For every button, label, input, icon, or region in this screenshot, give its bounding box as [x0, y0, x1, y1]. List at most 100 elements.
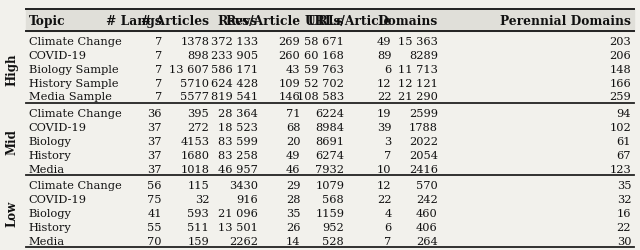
Text: 55: 55 — [147, 222, 162, 232]
Text: 13 607: 13 607 — [170, 64, 209, 74]
Text: 28: 28 — [286, 194, 300, 204]
Text: 242: 242 — [416, 194, 438, 204]
Text: 68: 68 — [286, 122, 300, 132]
Text: History Sample: History Sample — [29, 78, 118, 88]
Text: 12: 12 — [377, 180, 392, 190]
Text: 22: 22 — [377, 92, 392, 102]
Text: 75: 75 — [147, 194, 162, 204]
Text: 19: 19 — [377, 108, 392, 118]
Text: 49: 49 — [286, 150, 300, 160]
Text: Topic: Topic — [29, 14, 65, 28]
Text: 60 168: 60 168 — [304, 50, 344, 60]
Text: 49: 49 — [377, 37, 392, 47]
Text: 819 541: 819 541 — [211, 92, 258, 102]
Text: 37: 37 — [147, 150, 162, 160]
Text: 13 501: 13 501 — [218, 222, 258, 232]
Text: 35: 35 — [617, 180, 631, 190]
Text: 460: 460 — [416, 208, 438, 218]
Text: 1018: 1018 — [180, 164, 209, 174]
Text: 7: 7 — [154, 92, 162, 102]
Text: 4: 4 — [385, 208, 392, 218]
Text: 7: 7 — [154, 50, 162, 60]
Text: 11 713: 11 713 — [398, 64, 438, 74]
Text: 2262: 2262 — [229, 236, 258, 246]
Text: 203: 203 — [609, 37, 631, 47]
Text: 6: 6 — [385, 222, 392, 232]
Text: 372 133: 372 133 — [211, 37, 258, 47]
Text: 83 599: 83 599 — [218, 136, 258, 146]
Text: Perennial Domains: Perennial Domains — [500, 14, 631, 28]
Text: 12 121: 12 121 — [398, 78, 438, 88]
Text: 7: 7 — [154, 37, 162, 47]
Text: 898: 898 — [188, 50, 209, 60]
Text: 115: 115 — [188, 180, 209, 190]
Text: 123: 123 — [609, 164, 631, 174]
Text: Climate Change: Climate Change — [29, 180, 122, 190]
Text: 406: 406 — [416, 222, 438, 232]
Text: 46: 46 — [286, 164, 300, 174]
Text: 260: 260 — [278, 50, 300, 60]
Text: 56: 56 — [147, 180, 162, 190]
Text: 29: 29 — [286, 180, 300, 190]
Text: 35: 35 — [286, 208, 300, 218]
Text: Climate Change: Climate Change — [29, 37, 122, 47]
Text: Biology Sample: Biology Sample — [29, 64, 118, 74]
Text: COVID-19: COVID-19 — [29, 194, 86, 204]
Text: 5710: 5710 — [180, 78, 209, 88]
Text: 21 096: 21 096 — [218, 208, 258, 218]
Text: 952: 952 — [323, 222, 344, 232]
Text: 37: 37 — [147, 136, 162, 146]
Text: 916: 916 — [236, 194, 258, 204]
Text: 7: 7 — [385, 150, 392, 160]
Text: URLs: URLs — [308, 14, 344, 28]
Text: 28 364: 28 364 — [218, 108, 258, 118]
Text: 1680: 1680 — [180, 150, 209, 160]
Text: 511: 511 — [188, 222, 209, 232]
Text: 146: 146 — [278, 92, 300, 102]
Text: 568: 568 — [323, 194, 344, 204]
Text: 32: 32 — [617, 194, 631, 204]
Text: 89: 89 — [377, 50, 392, 60]
Text: 272: 272 — [188, 122, 209, 132]
Text: 52 702: 52 702 — [304, 78, 344, 88]
Text: 37: 37 — [147, 164, 162, 174]
Text: 3430: 3430 — [229, 180, 258, 190]
Text: 32: 32 — [195, 194, 209, 204]
Bar — [26, 10, 634, 32]
Text: 46 957: 46 957 — [218, 164, 258, 174]
Text: Revs/Article: Revs/Article — [218, 14, 300, 28]
Text: 21 290: 21 290 — [398, 92, 438, 102]
Text: 59 763: 59 763 — [304, 64, 344, 74]
Text: 264: 264 — [416, 236, 438, 246]
Text: Biology: Biology — [29, 136, 72, 146]
Text: 148: 148 — [609, 64, 631, 74]
Text: 58 671: 58 671 — [304, 37, 344, 47]
Text: 8691: 8691 — [315, 136, 344, 146]
Text: 26: 26 — [286, 222, 300, 232]
Text: 1788: 1788 — [409, 122, 438, 132]
Text: 1079: 1079 — [315, 180, 344, 190]
Text: 37: 37 — [147, 122, 162, 132]
Text: 8984: 8984 — [315, 122, 344, 132]
Text: 39: 39 — [377, 122, 392, 132]
Text: 586 171: 586 171 — [211, 64, 258, 74]
Text: 43: 43 — [286, 64, 300, 74]
Text: 395: 395 — [188, 108, 209, 118]
Text: 6274: 6274 — [315, 150, 344, 160]
Text: 10: 10 — [377, 164, 392, 174]
Text: 2022: 2022 — [409, 136, 438, 146]
Text: Biology: Biology — [29, 208, 72, 218]
Text: 259: 259 — [609, 92, 631, 102]
Text: 1159: 1159 — [315, 208, 344, 218]
Text: 18 523: 18 523 — [218, 122, 258, 132]
Text: 8289: 8289 — [409, 50, 438, 60]
Text: 108 583: 108 583 — [297, 92, 344, 102]
Text: # Langs: # Langs — [106, 14, 162, 28]
Text: 2054: 2054 — [409, 150, 438, 160]
Text: 22: 22 — [617, 222, 631, 232]
Text: 624 428: 624 428 — [211, 78, 258, 88]
Text: Low: Low — [6, 200, 19, 226]
Text: Domains: Domains — [378, 14, 438, 28]
Text: COVID-19: COVID-19 — [29, 50, 86, 60]
Text: 7: 7 — [385, 236, 392, 246]
